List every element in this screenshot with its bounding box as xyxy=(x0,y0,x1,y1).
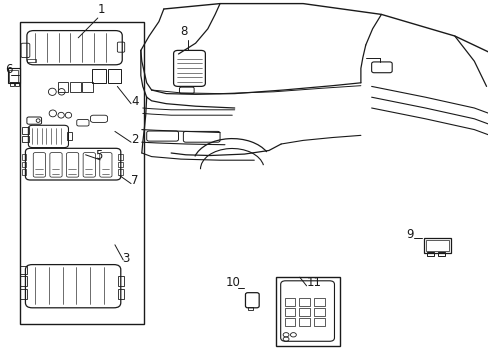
Bar xyxy=(8,68,20,83)
Text: 4: 4 xyxy=(131,95,138,108)
Bar xyxy=(21,169,26,175)
Bar xyxy=(70,82,81,92)
Bar xyxy=(118,154,122,160)
Bar xyxy=(299,298,309,306)
Bar xyxy=(118,289,124,299)
Bar xyxy=(284,298,295,306)
Bar xyxy=(426,240,448,251)
Bar xyxy=(58,82,68,92)
Bar xyxy=(66,132,72,140)
Bar xyxy=(427,252,433,256)
Bar xyxy=(299,308,309,316)
Text: 6: 6 xyxy=(5,63,12,76)
Bar xyxy=(284,308,295,316)
Bar xyxy=(21,162,26,167)
Text: 7: 7 xyxy=(131,174,138,187)
Bar xyxy=(82,82,93,92)
Bar xyxy=(437,252,444,256)
Text: 5: 5 xyxy=(95,149,102,162)
Bar xyxy=(9,70,18,82)
Bar xyxy=(15,82,19,86)
Bar xyxy=(20,289,27,299)
Bar xyxy=(107,69,121,83)
Text: 9: 9 xyxy=(405,228,412,241)
Bar xyxy=(284,318,295,326)
Text: 2: 2 xyxy=(131,133,138,146)
Bar xyxy=(299,318,309,326)
Bar xyxy=(313,318,324,326)
Bar xyxy=(20,276,27,286)
Bar xyxy=(424,238,450,253)
Bar xyxy=(27,59,36,62)
Bar xyxy=(276,277,339,346)
Bar xyxy=(118,169,122,175)
Text: 11: 11 xyxy=(306,276,321,289)
Text: 1: 1 xyxy=(98,3,105,16)
Text: 3: 3 xyxy=(122,252,129,265)
Bar xyxy=(21,154,26,160)
Bar xyxy=(22,136,29,142)
Bar xyxy=(118,162,122,167)
Text: 8: 8 xyxy=(180,25,187,38)
Bar xyxy=(313,308,324,316)
Bar xyxy=(92,69,105,83)
Bar xyxy=(118,276,124,286)
Text: 10: 10 xyxy=(225,276,240,289)
Bar xyxy=(10,82,14,86)
Bar xyxy=(22,127,29,134)
Bar xyxy=(248,307,253,310)
Bar xyxy=(20,22,144,324)
Bar xyxy=(20,266,27,274)
Bar xyxy=(313,298,324,306)
